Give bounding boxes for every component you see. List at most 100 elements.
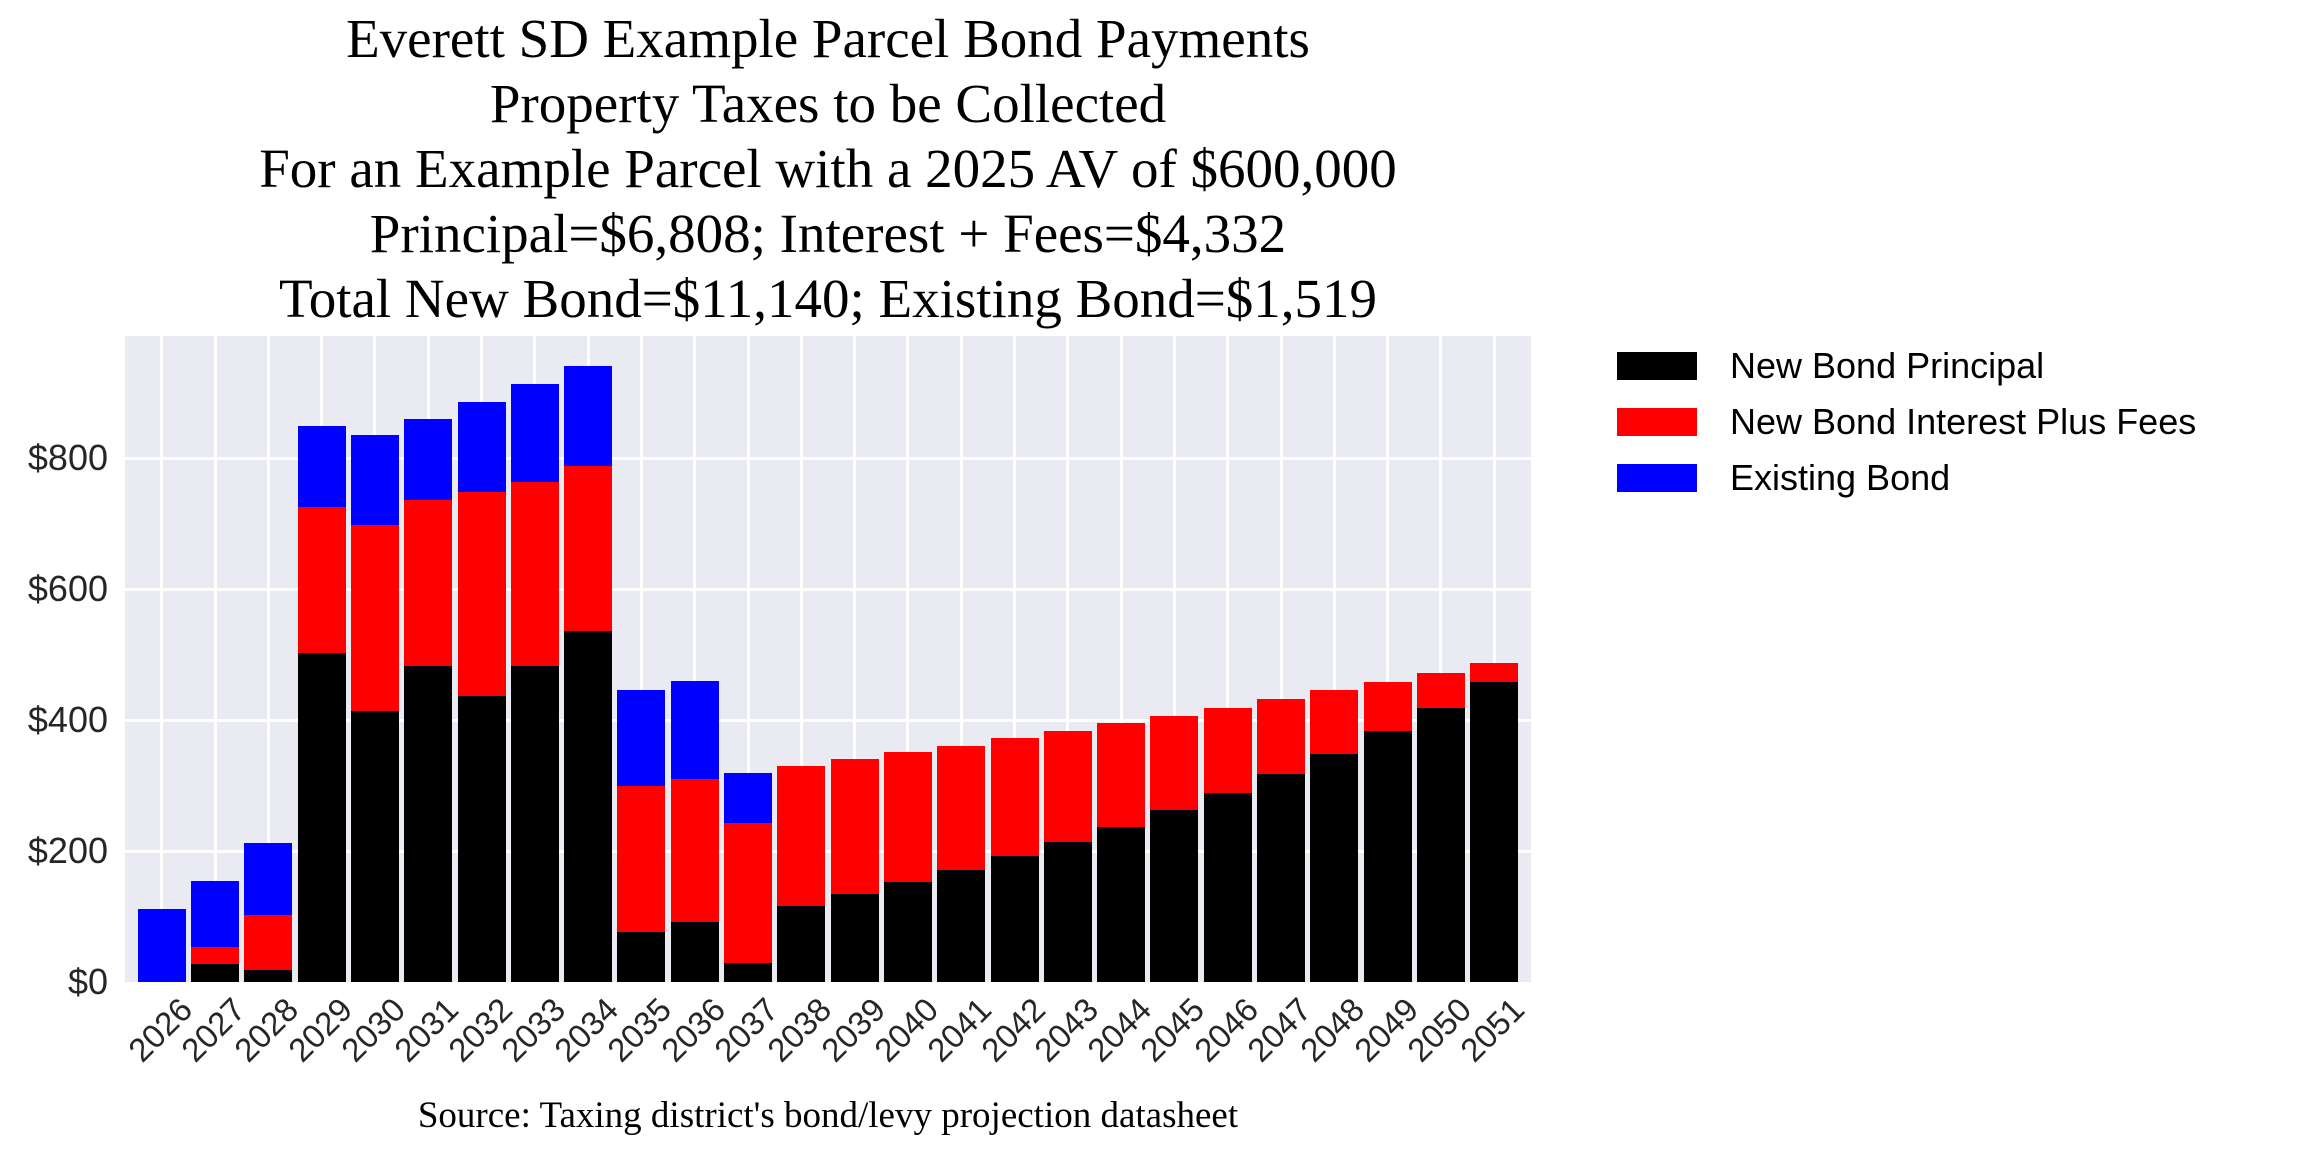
title-line-3: For an Example Parcel with a 2025 AV of … [259, 138, 1397, 199]
bar-2028 [244, 336, 293, 982]
chart-title: Everett SD Example Parcel Bond Payments … [125, 6, 1531, 331]
segment-interest-fees [670, 779, 719, 922]
segment-interest-fees [830, 758, 879, 895]
title-line-1: Everett SD Example Parcel Bond Payments [346, 8, 1310, 69]
x-tick-label: 2051 [1453, 990, 1532, 1069]
bar-2035 [617, 336, 666, 982]
bar-2029 [297, 336, 346, 982]
bar-2026 [137, 336, 186, 982]
segment-interest-fees [777, 766, 826, 907]
gridline-vertical [746, 336, 750, 982]
segment-interest-fees [724, 822, 772, 964]
segment-interest-fees [1470, 663, 1519, 683]
segment-principal [1097, 826, 1146, 982]
gridline-vertical [1119, 336, 1123, 982]
title-line-4: Principal=$6,808; Interest + Fees=$4,332 [369, 203, 1287, 264]
plot-area [125, 336, 1531, 982]
gridline-vertical [693, 336, 697, 982]
segment-principal [1470, 682, 1519, 982]
bar-2038 [777, 336, 826, 982]
segment-interest-fees [510, 481, 559, 666]
segment-principal [1310, 753, 1359, 982]
bar-2033 [510, 336, 559, 982]
segment-interest-fees [404, 500, 453, 666]
legend-swatch-interest [1617, 408, 1697, 436]
segment-existing-bond [510, 383, 559, 482]
legend-label: New Bond Principal [1730, 345, 2045, 386]
y-tick-label: $600 [27, 568, 108, 610]
segment-principal [830, 894, 879, 982]
y-tick-label: $0 [67, 961, 108, 1002]
segment-principal [990, 855, 1039, 982]
segment-interest-fees [457, 491, 506, 696]
segment-principal [670, 921, 719, 982]
gridline-vertical [266, 336, 270, 982]
bar-2039 [830, 336, 879, 982]
legend-swatch-existing [1617, 464, 1697, 492]
segment-principal [1150, 809, 1199, 982]
segment-interest-fees [350, 525, 399, 712]
segment-existing-bond [137, 908, 186, 982]
y-tick-label: $400 [27, 699, 108, 741]
gridline-vertical [1172, 336, 1176, 982]
segment-existing-bond [191, 881, 239, 947]
bar-2044 [1097, 336, 1146, 982]
segment-interest-fees [1310, 690, 1359, 754]
segment-principal [350, 711, 399, 982]
segment-interest-fees [244, 915, 293, 971]
gridline-vertical [1332, 336, 1336, 982]
gridline-vertical [1013, 336, 1016, 982]
segment-existing-bond [350, 434, 399, 526]
gridline-vertical [639, 336, 643, 982]
segment-principal [1416, 707, 1465, 982]
gridline-vertical [1279, 336, 1283, 982]
bar-2032 [457, 336, 506, 982]
segment-interest-fees [1203, 707, 1252, 793]
segment-interest-fees [1416, 673, 1465, 708]
legend-label: New Bond Interest Plus Fees [1730, 401, 2197, 442]
segment-principal [777, 906, 826, 982]
segment-principal [617, 931, 666, 982]
segment-existing-bond [617, 690, 666, 787]
segment-interest-fees [1257, 699, 1305, 774]
legend-swatch-principal [1617, 352, 1697, 380]
segment-interest-fees [564, 466, 613, 632]
segment-principal [404, 665, 453, 982]
segment-existing-bond [297, 426, 346, 508]
segment-existing-bond [404, 419, 453, 501]
bar-2041 [937, 336, 986, 982]
bar-2050 [1416, 336, 1465, 982]
source-note: Source: Taxing district's bond/levy proj… [417, 1095, 1239, 1136]
segment-interest-fees [883, 751, 932, 882]
segment-principal [297, 653, 346, 982]
segment-interest-fees [1043, 730, 1092, 842]
bar-2045 [1150, 336, 1199, 982]
segment-principal [724, 963, 772, 982]
bar-2046 [1203, 336, 1252, 982]
bar-2031 [404, 336, 453, 982]
segment-principal [564, 631, 613, 982]
gridline-vertical [1386, 336, 1390, 982]
segment-existing-bond [564, 366, 613, 467]
gridline-vertical [1492, 336, 1496, 982]
segment-interest-fees [990, 737, 1039, 856]
bar-2036 [670, 336, 719, 982]
segment-existing-bond [724, 773, 772, 823]
segment-interest-fees [191, 946, 239, 964]
bar-2051 [1470, 336, 1519, 982]
segment-existing-bond [670, 680, 719, 780]
segment-principal [244, 970, 293, 982]
segment-existing-bond [457, 402, 506, 492]
gridline-horizontal [125, 587, 1531, 591]
segment-interest-fees [937, 745, 986, 871]
gridline-vertical [1439, 336, 1443, 982]
legend-label: Existing Bond [1730, 457, 1951, 498]
segment-principal [510, 665, 559, 982]
gridline-horizontal [125, 718, 1531, 722]
segment-principal [1043, 841, 1092, 982]
segment-existing-bond [244, 843, 293, 916]
segment-principal [1257, 773, 1305, 982]
gridline-horizontal [125, 849, 1531, 853]
segment-principal [1363, 731, 1412, 982]
bar-2048 [1310, 336, 1359, 982]
